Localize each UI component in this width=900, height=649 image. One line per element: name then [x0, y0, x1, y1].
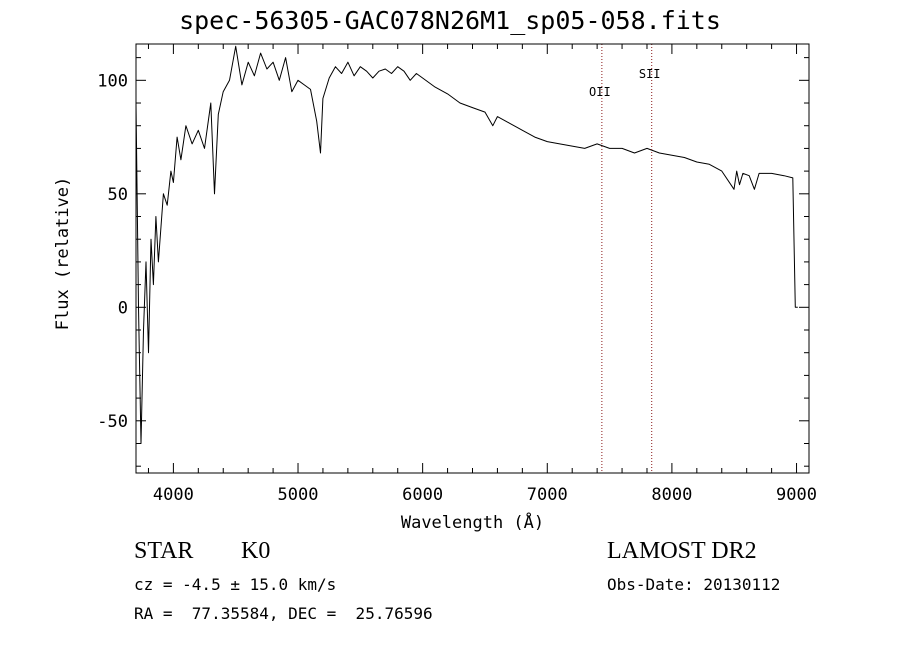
x-axis-label: Wavelength (Å): [401, 511, 544, 533]
x-tick-label: 5000: [278, 485, 319, 505]
emission-lines-layer: OII SII: [589, 44, 661, 473]
subclass: K0: [241, 538, 271, 564]
x-tick-label: 9000: [776, 485, 817, 505]
x-tick-label: 8000: [651, 485, 692, 505]
axes-layer: 4000 5000 6000 7000 8000 9000 -50 0 50 100 Wavelen…: [53, 43, 817, 533]
y-tick-label: 100: [97, 71, 128, 91]
spectrum-line: [135, 45, 798, 444]
plot-frame: [135, 43, 810, 474]
y-tick-label: -50: [97, 412, 128, 432]
x-tick-label: 6000: [402, 485, 443, 505]
line-label-oii: OII: [589, 85, 611, 99]
x-tick-label: 4000: [153, 485, 194, 505]
object-type: STAR: [134, 538, 194, 564]
line-label-sii: SII: [639, 67, 661, 81]
y-axis-label: Flux (relative): [53, 177, 73, 331]
coordinates-label: RA = 77.35584, DEC = 25.76596: [134, 604, 433, 623]
redshift-label: cz = -4.5 ± 15.0 km/s: [134, 575, 337, 594]
survey-label: LAMOST DR2: [607, 538, 757, 564]
spectrum-layer: [135, 45, 798, 444]
y-tick-label: 50: [108, 185, 128, 205]
chart-title: spec-56305-GAC078N26M1_sp05-058.fits: [179, 6, 721, 35]
x-tick-label: 7000: [527, 485, 568, 505]
y-tick-label: 0: [118, 298, 128, 318]
obs-date-label: Obs-Date: 20130112: [607, 575, 781, 594]
